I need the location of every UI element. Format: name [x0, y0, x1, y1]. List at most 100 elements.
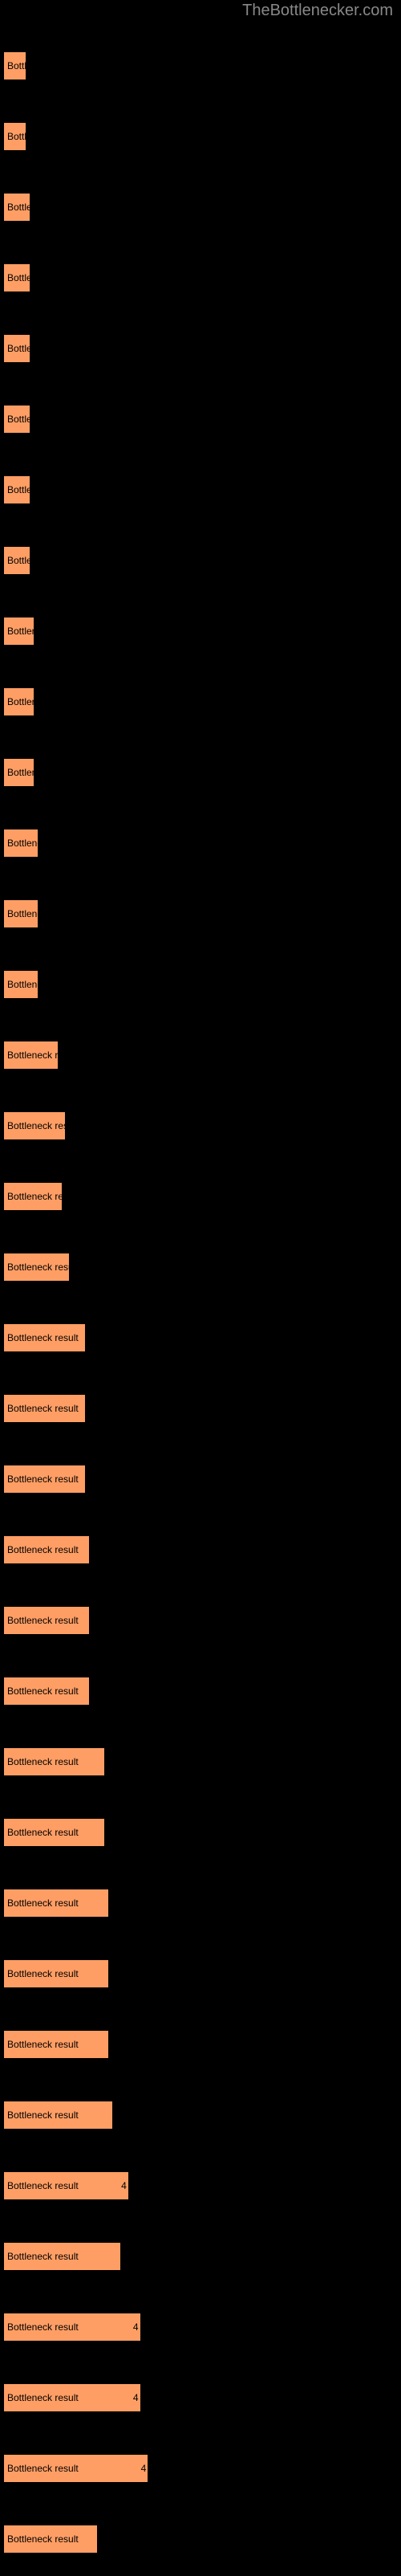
bar-row: Bottl [3, 24, 395, 80]
bar-row: Bottler [3, 377, 395, 434]
bar-row: Bottleneck result [3, 2215, 395, 2271]
bar-row: Bottleneck result [3, 1932, 395, 1988]
bar-chart: BottlBottlBottleBottleBottleBottlerBottl… [0, 0, 401, 2576]
bar: Bottl [3, 122, 26, 151]
bar-label: Bottleneck result [7, 1473, 79, 1485]
bar-value: 4 [121, 2180, 127, 2191]
bar: Bottleneck res [3, 1182, 63, 1211]
bar-row: Bottleneck result [3, 1649, 395, 1706]
bar-label: Bottleneck result [7, 1120, 79, 1131]
bar-row: Bottl [3, 95, 395, 151]
bar-value: 4 [133, 2321, 139, 2333]
bar: Bottleneck result [3, 1606, 90, 1635]
bar-label: Bottleneck result [7, 2109, 79, 2121]
bar: Bottlenec [3, 829, 38, 858]
bar: Bottleneck result [3, 1889, 109, 1918]
bar: Bottle [3, 334, 30, 363]
bar-row: Bottleneck re [3, 1013, 395, 1070]
bar: Bottleneck result [3, 1747, 105, 1776]
bar: Bottle [3, 475, 30, 504]
bar: Bottleneck result [3, 2242, 121, 2271]
bar-row: Bottleneck result [3, 1508, 395, 1564]
bar: Bottlen [3, 758, 34, 787]
bar: Bottleneck result [3, 1959, 109, 1988]
bar-label: Bottle [7, 484, 32, 495]
bar: Bottleneck result 4 [3, 2383, 141, 2412]
bar-row: Bottlenec [3, 943, 395, 999]
bar-label: Bottler [7, 626, 35, 637]
bar-row: Bottler [3, 589, 395, 646]
bar-row: Bottlen [3, 731, 395, 787]
bar-row: Bottlene [3, 872, 395, 928]
bar-label: Bottlenec [7, 979, 47, 990]
bar: Bottleneck result [3, 2030, 109, 2059]
bar-value: 4 [141, 2463, 147, 2474]
bar: Bottlene [3, 899, 38, 928]
bar-row: Bottle [3, 165, 395, 222]
bar: Bottleneck result 4 [3, 2313, 141, 2342]
bar: Bottleneck result [3, 1111, 66, 1140]
bar: Bottler [3, 405, 30, 434]
bar-label: Bottleneck res [7, 1191, 68, 1202]
bar: Bottleneck result [3, 2101, 113, 2130]
bar-row: Bottleneck result [3, 2497, 395, 2554]
bar: Bottleneck re [3, 1041, 59, 1070]
bar-label: Bottle [7, 272, 32, 283]
bar: Bottleneck result [3, 1253, 70, 1282]
bar-label: Bottleneck result [7, 1403, 79, 1414]
bar-label: Bottleneck result [7, 2251, 79, 2262]
bar-row: Bottleneck result [3, 1579, 395, 1635]
bar: Bottleneck result [3, 1677, 90, 1706]
bar: Bottle [3, 263, 30, 292]
bar-label: Bottlenec [7, 838, 47, 849]
bar: Bottl [3, 51, 26, 80]
bar-row: Bottleneck result [3, 1225, 395, 1282]
bar: Bottleneck result [3, 1465, 86, 1494]
bar: Bottleneck result [3, 1394, 86, 1423]
bar-row: Bottle [3, 307, 395, 363]
bar-row: Bottleneck result 4 [3, 2356, 395, 2412]
bar-label: Bottleneck result [7, 1262, 79, 1273]
bar: Bottler [3, 617, 34, 646]
bar-label: Bottlen [7, 767, 37, 778]
bar-label: Bottleneck result [7, 2392, 79, 2403]
bar: Bottleneck result 4 [3, 2171, 129, 2200]
bar: Bottleneck result 4 [3, 2454, 148, 2483]
bar-row: Bottlenec [3, 801, 395, 858]
bar-row: Bottleneck result [3, 2073, 395, 2130]
bar-row: Bottleneck result [3, 1084, 395, 1140]
bar-row: Bottleneck result [3, 2003, 395, 2059]
bar-row: Bottleneck result [3, 1296, 395, 1352]
bar-label: Bottleneck result [7, 2533, 79, 2545]
bar: Bottle [3, 546, 30, 575]
bar-row: Bottleneck result [3, 1437, 395, 1494]
bar-row: Bottler [3, 660, 395, 716]
bar-label: Bottleneck result [7, 2180, 79, 2191]
bar-label: Bottleneck result [7, 1332, 79, 1343]
bar-label: Bottler [7, 696, 35, 707]
bar-label: Bottleneck result [7, 1756, 79, 1767]
bar-label: Bottleneck result [7, 2321, 79, 2333]
bar-row: Bottleneck result [3, 1791, 395, 1847]
bar-label: Bottleneck result [7, 1685, 79, 1697]
bar-label: Bottler [7, 414, 35, 425]
bar-row: Bottleneck result 4 [3, 2144, 395, 2200]
bar-value: 4 [133, 2392, 139, 2403]
bar-label: Bottleneck result [7, 1968, 79, 1979]
bar-label: Bottleneck result [7, 2463, 79, 2474]
bar-label: Bottle [7, 202, 32, 213]
bar-row: Bottle [3, 448, 395, 504]
bar-label: Bottleneck re [7, 1050, 63, 1061]
bar: Bottler [3, 687, 34, 716]
bar-row: Bottle [3, 519, 395, 575]
bar-row: Bottleneck result [3, 1367, 395, 1423]
bar-row: Bottleneck result [3, 1861, 395, 1918]
bar-label: Bottle [7, 343, 32, 354]
bar: Bottleneck result [3, 1323, 86, 1352]
bar-row: Bottleneck result 4 [3, 2285, 395, 2342]
bar-row: Bottleneck res [3, 1155, 395, 1211]
bar: Bottle [3, 193, 30, 222]
bar: Bottlenec [3, 970, 38, 999]
bar-label: Bottl [7, 131, 26, 142]
bar-label: Bottleneck result [7, 1615, 79, 1626]
